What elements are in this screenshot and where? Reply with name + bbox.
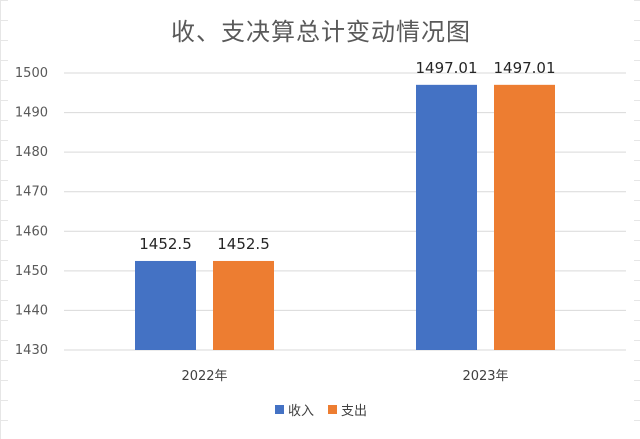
bar-income-1 bbox=[416, 84, 477, 351]
legend: 收入 支出 bbox=[8, 400, 634, 419]
bar-expense-0 bbox=[213, 260, 274, 350]
data-label: 1452.5 bbox=[217, 235, 270, 253]
legend-swatch-expense bbox=[328, 405, 337, 414]
chart-title: 收、支决算总计变动情况图 bbox=[171, 18, 471, 46]
legend-swatch-income bbox=[274, 405, 284, 414]
data-label: 1497.01 bbox=[415, 59, 477, 77]
y-tick-label: 1500 bbox=[15, 66, 48, 81]
x-category-label: 2022年 bbox=[181, 369, 227, 384]
y-tick-label: 1430 bbox=[15, 343, 48, 358]
y-tick-label: 1450 bbox=[15, 264, 48, 279]
legend-label-expense: 支出 bbox=[341, 404, 368, 419]
legend-item-expense: 支出 bbox=[328, 400, 367, 419]
chart-plot: 1430 1440 1450 1460 1470 1480 1490 1500 1452.5 14… bbox=[15, 59, 626, 384]
legend-label-income: 收入 bbox=[287, 404, 314, 419]
x-category-label: 2023年 bbox=[462, 369, 508, 384]
data-label: 1452.5 bbox=[139, 235, 192, 253]
legend-item-income: 收入 bbox=[274, 400, 314, 419]
y-tick-label: 1470 bbox=[15, 185, 48, 200]
y-tick-label: 1440 bbox=[15, 303, 48, 318]
bar-expense-1 bbox=[494, 84, 555, 351]
data-label: 1497.01 bbox=[493, 59, 555, 77]
y-tick-label: 1480 bbox=[15, 145, 48, 160]
y-tick-label: 1490 bbox=[15, 106, 48, 121]
chart-area[interactable]: 收、支决算总计变动情况图 1430 1440 1450 1460 1470 1480 149… bbox=[8, 0, 634, 439]
y-tick-label: 1460 bbox=[15, 224, 48, 239]
bar-income-0 bbox=[135, 260, 196, 350]
